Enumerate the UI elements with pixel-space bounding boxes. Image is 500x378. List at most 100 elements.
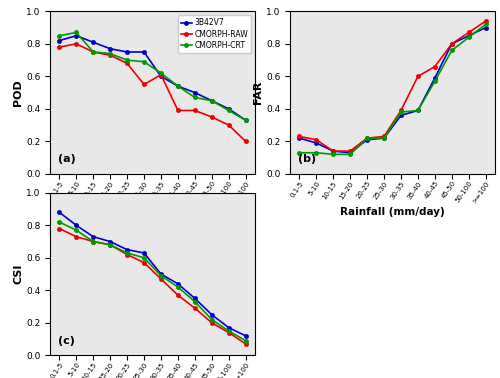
CMORPH-CRT [124,251,130,255]
CMORPH-CRT [296,150,302,155]
Legend: 3B42V7, CMORPH-RAW, CMORPH-CRT: 3B42V7, CMORPH-RAW, CMORPH-CRT [178,15,251,53]
3B42V7 [364,138,370,142]
CMORPH-RAW [124,252,130,257]
3B42V7 [314,141,320,145]
3B42V7 [347,150,353,155]
CMORPH-CRT [192,299,198,304]
CMORPH-CRT [347,152,353,156]
CMORPH-CRT [242,118,248,122]
CMORPH-RAW [158,277,164,281]
CMORPH-RAW [415,74,421,79]
CMORPH-RAW [364,136,370,140]
CMORPH-CRT [330,152,336,156]
CMORPH-CRT [74,30,80,35]
CMORPH-RAW [314,138,320,142]
CMORPH-RAW [74,42,80,46]
CMORPH-RAW [242,139,248,144]
Line: CMORPH-RAW: CMORPH-RAW [57,42,248,144]
CMORPH-CRT [175,84,181,88]
3B42V7 [482,25,488,30]
Text: (b): (b) [298,154,316,164]
CMORPH-CRT [158,273,164,278]
CMORPH-CRT [124,58,130,62]
3B42V7 [74,34,80,38]
Line: CMORPH-CRT: CMORPH-CRT [297,22,488,156]
CMORPH-CRT [90,50,96,54]
Y-axis label: CSI: CSI [13,264,23,284]
CMORPH-CRT [141,59,147,64]
3B42V7 [209,99,215,103]
Line: CMORPH-RAW: CMORPH-RAW [297,19,488,153]
CMORPH-RAW [381,134,387,139]
CMORPH-CRT [107,243,113,247]
Text: (a): (a) [58,154,76,164]
Line: 3B42V7: 3B42V7 [57,34,248,122]
CMORPH-RAW [347,149,353,153]
3B42V7 [141,50,147,54]
3B42V7 [56,38,62,43]
CMORPH-RAW [296,134,302,139]
CMORPH-RAW [242,342,248,346]
CMORPH-CRT [74,228,80,232]
CMORPH-RAW [141,260,147,265]
X-axis label: Rainfall (mm/day): Rainfall (mm/day) [100,207,205,217]
3B42V7 [56,210,62,215]
CMORPH-CRT [90,239,96,244]
3B42V7 [432,76,438,80]
CMORPH-RAW [209,321,215,325]
CMORPH-RAW [158,73,164,77]
3B42V7 [330,149,336,153]
CMORPH-RAW [330,149,336,153]
CMORPH-RAW [226,330,232,335]
CMORPH-RAW [74,234,80,239]
3B42V7 [158,74,164,79]
CMORPH-RAW [90,50,96,54]
3B42V7 [466,34,471,38]
3B42V7 [175,84,181,88]
3B42V7 [296,136,302,140]
3B42V7 [107,46,113,51]
CMORPH-RAW [56,45,62,50]
CMORPH-RAW [482,19,488,23]
3B42V7 [226,325,232,330]
CMORPH-RAW [56,226,62,231]
3B42V7 [242,118,248,122]
3B42V7 [398,113,404,118]
CMORPH-CRT [432,79,438,84]
CMORPH-CRT [449,48,455,53]
3B42V7 [141,251,147,255]
CMORPH-RAW [107,53,113,57]
Line: 3B42V7: 3B42V7 [57,210,248,338]
Y-axis label: POD: POD [13,79,23,106]
3B42V7 [107,239,113,244]
Line: CMORPH-RAW: CMORPH-RAW [57,226,248,346]
Line: 3B42V7: 3B42V7 [297,25,488,155]
3B42V7 [449,42,455,46]
CMORPH-CRT [158,71,164,75]
CMORPH-CRT [415,108,421,113]
3B42V7 [175,282,181,286]
CMORPH-RAW [141,82,147,87]
CMORPH-RAW [107,243,113,247]
3B42V7 [209,312,215,317]
CMORPH-CRT [209,317,215,322]
CMORPH-RAW [192,306,198,310]
CMORPH-RAW [398,108,404,113]
3B42V7 [124,248,130,252]
CMORPH-CRT [398,110,404,115]
3B42V7 [226,107,232,111]
X-axis label: Rainfall (mm/day): Rainfall (mm/day) [340,207,445,217]
CMORPH-RAW [175,293,181,297]
3B42V7 [415,108,421,113]
CMORPH-CRT [175,285,181,289]
3B42V7 [90,40,96,45]
CMORPH-CRT [314,150,320,155]
3B42V7 [192,296,198,301]
3B42V7 [124,50,130,54]
CMORPH-CRT [242,338,248,343]
Y-axis label: FAR: FAR [253,81,263,104]
CMORPH-CRT [226,108,232,113]
CMORPH-CRT [482,22,488,26]
CMORPH-CRT [364,136,370,140]
CMORPH-CRT [107,51,113,56]
